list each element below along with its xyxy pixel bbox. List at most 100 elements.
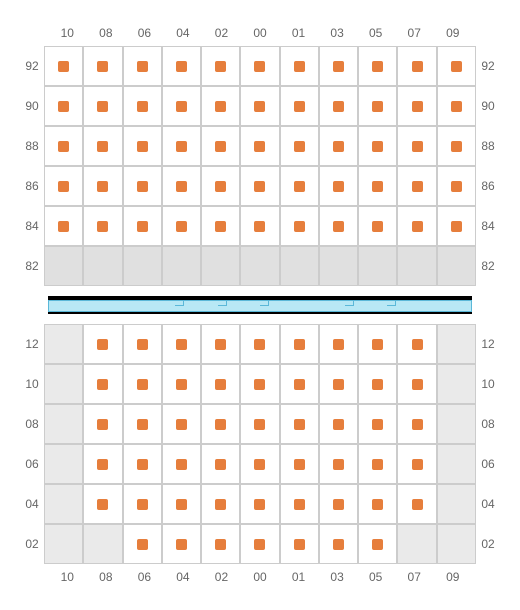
grid-cell[interactable]	[358, 324, 397, 364]
grid-cell[interactable]	[162, 246, 201, 286]
grid-cell[interactable]	[397, 166, 436, 206]
grid-cell[interactable]	[437, 524, 476, 564]
grid-cell[interactable]	[240, 444, 279, 484]
grid-cell[interactable]	[83, 484, 122, 524]
grid-cell[interactable]	[397, 324, 436, 364]
grid-cell[interactable]	[201, 246, 240, 286]
grid-cell[interactable]	[397, 444, 436, 484]
grid-cell[interactable]	[44, 444, 83, 484]
grid-cell[interactable]	[44, 246, 83, 286]
grid-cell[interactable]	[240, 364, 279, 404]
grid-cell[interactable]	[437, 324, 476, 364]
grid-cell[interactable]	[240, 524, 279, 564]
grid-cell[interactable]	[358, 524, 397, 564]
grid-cell[interactable]	[437, 166, 476, 206]
grid-cell[interactable]	[319, 46, 358, 86]
grid-cell[interactable]	[358, 246, 397, 286]
grid-cell[interactable]	[44, 364, 83, 404]
grid-cell[interactable]	[83, 126, 122, 166]
grid-cell[interactable]	[123, 404, 162, 444]
grid-cell[interactable]	[319, 206, 358, 246]
grid-cell[interactable]	[280, 166, 319, 206]
grid-cell[interactable]	[123, 206, 162, 246]
grid-cell[interactable]	[162, 126, 201, 166]
grid-cell[interactable]	[280, 46, 319, 86]
grid-cell[interactable]	[44, 524, 83, 564]
grid-cell[interactable]	[319, 126, 358, 166]
grid-cell[interactable]	[358, 86, 397, 126]
grid-cell[interactable]	[437, 404, 476, 444]
grid-cell[interactable]	[44, 166, 83, 206]
grid-cell[interactable]	[397, 126, 436, 166]
grid-cell[interactable]	[162, 484, 201, 524]
grid-cell[interactable]	[44, 206, 83, 246]
grid-cell[interactable]	[123, 46, 162, 86]
grid-cell[interactable]	[240, 206, 279, 246]
grid-cell[interactable]	[437, 46, 476, 86]
grid-cell[interactable]	[240, 126, 279, 166]
grid-cell[interactable]	[123, 324, 162, 364]
grid-cell[interactable]	[123, 86, 162, 126]
grid-cell[interactable]	[397, 524, 436, 564]
grid-cell[interactable]	[201, 524, 240, 564]
grid-cell[interactable]	[358, 484, 397, 524]
grid-cell[interactable]	[240, 324, 279, 364]
grid-cell[interactable]	[83, 364, 122, 404]
grid-cell[interactable]	[162, 524, 201, 564]
grid-cell[interactable]	[280, 246, 319, 286]
grid-cell[interactable]	[280, 444, 319, 484]
grid-cell[interactable]	[162, 444, 201, 484]
grid-cell[interactable]	[397, 484, 436, 524]
grid-cell[interactable]	[83, 524, 122, 564]
grid-cell[interactable]	[123, 364, 162, 404]
grid-cell[interactable]	[123, 126, 162, 166]
grid-cell[interactable]	[358, 46, 397, 86]
grid-cell[interactable]	[437, 484, 476, 524]
grid-cell[interactable]	[83, 166, 122, 206]
grid-cell[interactable]	[201, 324, 240, 364]
grid-cell[interactable]	[437, 206, 476, 246]
grid-cell[interactable]	[280, 364, 319, 404]
grid-cell[interactable]	[201, 126, 240, 166]
grid-cell[interactable]	[240, 166, 279, 206]
grid-cell[interactable]	[280, 524, 319, 564]
grid-cell[interactable]	[280, 126, 319, 166]
grid-cell[interactable]	[83, 206, 122, 246]
grid-cell[interactable]	[319, 166, 358, 206]
grid-cell[interactable]	[319, 364, 358, 404]
grid-cell[interactable]	[83, 404, 122, 444]
grid-cell[interactable]	[83, 324, 122, 364]
grid-cell[interactable]	[44, 484, 83, 524]
grid-cell[interactable]	[44, 404, 83, 444]
grid-cell[interactable]	[319, 524, 358, 564]
grid-cell[interactable]	[162, 206, 201, 246]
grid-cell[interactable]	[44, 46, 83, 86]
grid-cell[interactable]	[123, 444, 162, 484]
grid-cell[interactable]	[240, 404, 279, 444]
grid-cell[interactable]	[201, 484, 240, 524]
grid-cell[interactable]	[162, 404, 201, 444]
grid-cell[interactable]	[358, 444, 397, 484]
grid-cell[interactable]	[358, 364, 397, 404]
grid-cell[interactable]	[123, 524, 162, 564]
grid-cell[interactable]	[240, 484, 279, 524]
grid-cell[interactable]	[201, 86, 240, 126]
grid-cell[interactable]	[162, 324, 201, 364]
grid-cell[interactable]	[201, 364, 240, 404]
grid-cell[interactable]	[319, 86, 358, 126]
grid-cell[interactable]	[162, 86, 201, 126]
grid-cell[interactable]	[319, 404, 358, 444]
grid-cell[interactable]	[83, 46, 122, 86]
grid-cell[interactable]	[162, 364, 201, 404]
grid-cell[interactable]	[437, 364, 476, 404]
grid-cell[interactable]	[240, 86, 279, 126]
grid-cell[interactable]	[162, 46, 201, 86]
grid-cell[interactable]	[201, 206, 240, 246]
grid-cell[interactable]	[319, 444, 358, 484]
grid-cell[interactable]	[437, 444, 476, 484]
grid-cell[interactable]	[437, 126, 476, 166]
grid-cell[interactable]	[280, 324, 319, 364]
grid-cell[interactable]	[358, 206, 397, 246]
grid-cell[interactable]	[358, 404, 397, 444]
grid-cell[interactable]	[280, 86, 319, 126]
